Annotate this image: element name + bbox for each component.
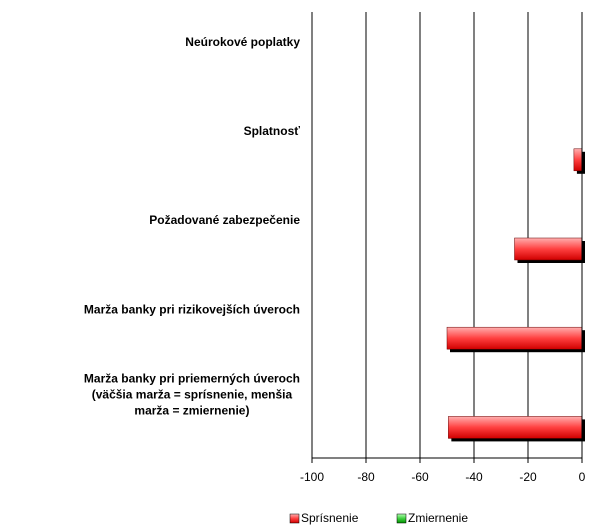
y-tick-label: Marža banky pri rizikovejších úveroch bbox=[84, 302, 300, 316]
y-tick-label: Marža banky pri priemerných úveroch (väčš… bbox=[84, 372, 300, 418]
x-tick-label: -40 bbox=[465, 470, 483, 484]
legend-label: Zmiernenie bbox=[408, 511, 468, 525]
legend-swatch bbox=[289, 513, 300, 524]
x-tick-label: -80 bbox=[357, 470, 375, 484]
x-tick-label: -20 bbox=[519, 470, 537, 484]
legend-label: Sprísnenie bbox=[301, 511, 359, 525]
x-tick-label: 0 bbox=[579, 470, 586, 484]
bar bbox=[448, 416, 583, 439]
y-tick-label: Splatnosť bbox=[244, 124, 301, 138]
y-tick-label: Neúrokové poplatky bbox=[185, 35, 300, 49]
y-tick-label: Požadované zabezpečenie bbox=[149, 213, 300, 227]
bar bbox=[573, 148, 583, 172]
x-tick-label: -100 bbox=[300, 470, 324, 484]
bar bbox=[514, 237, 583, 261]
x-tick-label: -60 bbox=[411, 470, 429, 484]
bar bbox=[446, 326, 583, 350]
legend-swatch bbox=[396, 513, 407, 524]
